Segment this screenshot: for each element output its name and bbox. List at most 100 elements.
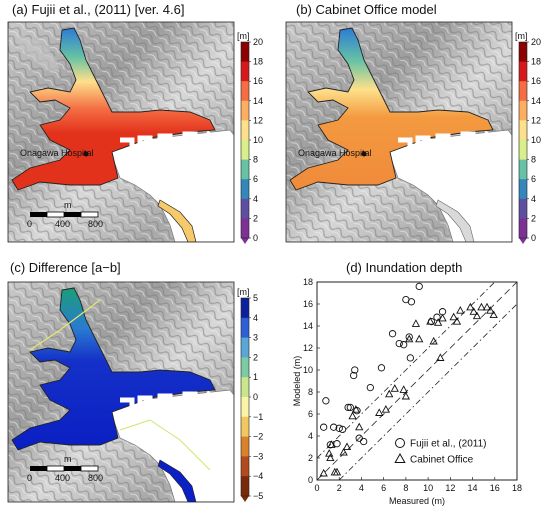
colorbar-tick-label: 14 (531, 96, 541, 106)
difference-area (11, 287, 216, 451)
y-tick-label: 10 (303, 365, 313, 375)
data-point-triangle (477, 302, 486, 311)
colorbar-tick-label: 5 (253, 293, 258, 303)
legend-label-cabinet: Cabinet Office (410, 455, 474, 466)
scalebar-label-400-c: 400 (55, 473, 70, 483)
data-point-circle (366, 383, 374, 392)
scatter-chart: 0 2 4 6 8 10 12 14 16 18 0 2 4 6 8 10 12 14 16 18 Measured (… (292, 277, 522, 506)
inundation-south (435, 199, 475, 242)
y-tick-label: 2 (308, 453, 313, 463)
colorbar-swatch (241, 456, 249, 477)
scalebar-c: m 0 400 800 (27, 454, 103, 483)
plus-two-line (316, 281, 496, 459)
x-tick-label: 16 (490, 483, 500, 493)
panel-d-title: (d) Inundation depth (346, 260, 463, 275)
colorbar-swatch (519, 42, 527, 63)
colorbar-tick-label: 2 (253, 352, 258, 362)
colorbar-extend (519, 238, 527, 244)
inundation-area (289, 27, 494, 191)
data-point-circle (338, 425, 347, 434)
onagawa-hospital-label-a: Onagawa Hospital (20, 148, 94, 158)
colorbar-swatch (241, 397, 249, 418)
data-point-triangle (429, 336, 438, 345)
data-point-triangle (489, 310, 498, 319)
colorbar-tick-label: −4 (253, 471, 263, 481)
y-tick-label: 6 (308, 409, 313, 419)
colorbar-swatch (241, 317, 249, 339)
data-point-circle (407, 298, 416, 306)
colorbar-swatch (241, 377, 249, 398)
colorbar-tick-label: 0 (531, 233, 536, 243)
colorbar-swatch (241, 140, 249, 161)
data-point-triangle (348, 411, 357, 420)
colorbar-tick-label: 8 (531, 155, 536, 165)
data-point-triangle (319, 468, 328, 477)
harbor-piers (120, 390, 213, 413)
data-point-circle (344, 403, 352, 412)
colorbar-tick-label: 6 (253, 174, 258, 184)
colorbar-tick-label: 1 (253, 372, 258, 382)
data-point-circle (322, 397, 330, 405)
colorbar-tick-label: 18 (253, 57, 263, 67)
colorbar-tick-label: 16 (531, 76, 541, 86)
scalebar-label-800-a: 800 (88, 219, 103, 229)
colorbar-swatch (241, 436, 249, 457)
difference-south (157, 459, 197, 502)
colorbar-swatch (241, 298, 249, 319)
data-point-circle (405, 333, 413, 341)
hospital-marker-a (83, 151, 89, 157)
colorbar-swatch (519, 100, 527, 121)
data-point-triangle (375, 408, 384, 416)
colorbar-swatch (241, 159, 249, 180)
terrain-hill (18, 35, 60, 72)
scalebar-unit-a: m (64, 200, 72, 210)
data-point-triangle (326, 453, 335, 462)
data-point-triangle (351, 405, 361, 413)
x-tick-label: 14 (468, 483, 478, 493)
colorbar-extend (241, 496, 249, 502)
colorbar-tick-label: 0 (253, 392, 258, 402)
data-point-circle (350, 371, 358, 380)
sea-area (387, 129, 512, 242)
scalebar-label-0-a: 0 (27, 219, 32, 229)
x-tick-label: 10 (423, 483, 433, 493)
map-panel-a (8, 22, 234, 242)
y-tick-label: 8 (308, 387, 313, 397)
x-tick-label: 8 (403, 483, 408, 493)
data-point-circle (388, 330, 397, 338)
data-point-circle (330, 423, 338, 431)
colorbar-tick-label: 2 (253, 213, 258, 223)
y-tick-label: 4 (308, 431, 313, 441)
colorbar-tick-label: −5 (253, 491, 263, 501)
colorbar-unit: [m] (237, 287, 250, 297)
zero-contour (29, 299, 101, 351)
legend-label-fujii: Fujii et al., (2011) (410, 439, 487, 450)
colorbar-swatch (519, 179, 527, 200)
sea-area (109, 129, 234, 242)
colorbar-swatch (241, 120, 249, 141)
colorbar-swatch (241, 337, 249, 358)
colorbar-swatch (241, 416, 249, 438)
legend-marker-circle (395, 438, 405, 448)
x-tick-label: 4 (359, 483, 364, 493)
legend-marker-triangle (394, 452, 406, 463)
colorbar-swatch (241, 61, 249, 82)
data-point-triangle (385, 389, 394, 398)
colorbar-swatch (241, 81, 249, 102)
data-point-circle (400, 341, 408, 349)
colorbar-swatch (241, 357, 249, 378)
data-point-circle (333, 440, 341, 448)
scalebar-label-800-c: 800 (88, 473, 103, 483)
colorbar-tick-label: 8 (253, 155, 258, 165)
data-point-triangle (411, 319, 421, 327)
data-point-circle (320, 423, 328, 431)
colorbar-tick-label: 20 (531, 37, 541, 47)
data-point-triangle (381, 405, 391, 413)
data-point-triangle (449, 312, 458, 321)
x-tick-label: 6 (381, 483, 386, 493)
scalebar-label-400-a: 400 (55, 219, 70, 229)
data-point-triangle (390, 384, 399, 392)
x-tick-label: 2 (337, 483, 342, 493)
colorbar-tick-label: 20 (253, 37, 263, 47)
